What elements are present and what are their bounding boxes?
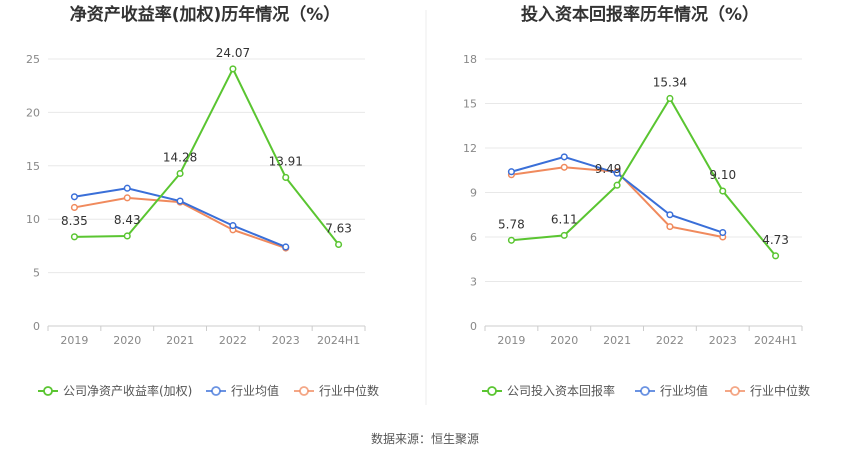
data-point[interactable] <box>70 193 78 201</box>
data-point[interactable] <box>282 173 290 181</box>
data-point[interactable] <box>229 222 237 230</box>
legend-label: 公司净资产收益率(加权) <box>63 383 192 398</box>
legend-swatch-marker <box>299 386 309 396</box>
data-label: 9.10 <box>709 168 736 182</box>
data-point[interactable] <box>560 153 568 161</box>
y-tick-label: 0 <box>33 320 40 333</box>
legend-item[interactable]: 行业均值 <box>635 383 708 398</box>
data-point[interactable] <box>613 169 621 177</box>
x-tick-label: 2021 <box>166 334 194 347</box>
data-point[interactable] <box>666 223 674 231</box>
series-line <box>511 96 777 257</box>
x-tick-label: 2024H1 <box>754 334 797 347</box>
data-point[interactable] <box>123 194 131 202</box>
y-tick-label: 6 <box>470 231 477 244</box>
data-label: 5.78 <box>498 217 525 231</box>
data-point[interactable] <box>613 181 621 189</box>
legend-item[interactable]: 公司投入资本回报率 <box>482 383 615 398</box>
data-label: 15.34 <box>653 75 687 89</box>
roe-chart-panel: 净资产收益率(加权)历年情况（%） 0 5 10 15 20 25 2019 2020 2021 2… <box>26 4 379 398</box>
data-label: 9.49 <box>595 162 622 176</box>
data-point[interactable] <box>335 240 343 249</box>
x-tick-label: 2019 <box>497 334 525 347</box>
data-point[interactable] <box>666 94 674 103</box>
x-tick-label: 2022 <box>656 334 684 347</box>
data-point[interactable] <box>176 169 184 178</box>
x-tick-label: 2020 <box>113 334 141 347</box>
y-tick-label: 12 <box>463 142 477 155</box>
data-label: 8.43 <box>114 213 141 227</box>
x-tick-label: 2022 <box>219 334 247 347</box>
y-tick-label: 25 <box>26 53 40 66</box>
x-tick-label: 2021 <box>603 334 631 347</box>
x-tick-label: 2020 <box>550 334 578 347</box>
legend-item[interactable]: 行业中位数 <box>294 383 379 398</box>
legend-label: 行业均值 <box>231 383 279 398</box>
data-point[interactable] <box>176 197 184 205</box>
chart-title: 投入资本回报率历年情况（%） <box>521 4 759 25</box>
y-tick-label: 10 <box>26 213 40 226</box>
legend-swatch-marker <box>640 386 650 396</box>
legend-swatch-marker <box>211 386 221 396</box>
y-tick-label: 3 <box>470 276 477 289</box>
data-point[interactable] <box>772 252 780 260</box>
legend-item[interactable]: 公司净资产收益率(加权) <box>38 383 192 398</box>
y-tick-label: 20 <box>26 106 40 119</box>
data-point[interactable] <box>123 232 131 240</box>
legend-label: 行业均值 <box>660 383 708 398</box>
series-line <box>74 66 340 246</box>
data-label: 24.07 <box>216 46 250 60</box>
data-label: 7.63 <box>325 222 352 236</box>
data-label: 13.91 <box>269 154 303 168</box>
data-label: 4.73 <box>762 233 789 247</box>
data-point[interactable] <box>507 236 515 244</box>
data-point[interactable] <box>70 203 78 212</box>
roic-chart-panel: 投入资本回报率历年情况（%） 0 3 6 9 12 15 18 2019 2020 2021 2022… <box>463 4 810 398</box>
data-point[interactable] <box>560 163 568 171</box>
y-tick-label: 0 <box>470 320 477 333</box>
x-tick-label: 2023 <box>709 334 737 347</box>
legend-swatch-marker <box>43 386 53 396</box>
chart-title: 净资产收益率(加权)历年情况（%） <box>70 4 341 25</box>
data-point[interactable] <box>70 233 78 241</box>
x-tick-label: 2019 <box>60 334 88 347</box>
series-line <box>511 166 723 238</box>
data-source-note: 数据来源：恒生聚源 <box>371 431 479 446</box>
data-point[interactable] <box>719 187 727 195</box>
data-point[interactable] <box>507 168 515 176</box>
y-tick-label: 9 <box>470 187 477 200</box>
data-point[interactable] <box>123 184 131 192</box>
data-point[interactable] <box>719 229 727 237</box>
data-point[interactable] <box>282 243 290 251</box>
y-tick-label: 18 <box>463 53 477 66</box>
legend-label: 行业中位数 <box>750 383 810 398</box>
legend-item[interactable]: 行业中位数 <box>725 383 810 398</box>
data-point[interactable] <box>229 65 237 73</box>
x-tick-label: 2023 <box>272 334 300 347</box>
legend-label: 公司投入资本回报率 <box>507 383 615 398</box>
legend-swatch-marker <box>487 386 497 396</box>
y-tick-label: 15 <box>463 98 477 111</box>
data-label: 8.35 <box>61 214 88 228</box>
legend-item[interactable]: 行业均值 <box>206 383 279 398</box>
data-point[interactable] <box>666 211 674 219</box>
legend-swatch-marker <box>730 386 740 396</box>
data-label: 6.11 <box>551 212 578 226</box>
legend-label: 行业中位数 <box>319 383 379 398</box>
data-label: 14.28 <box>163 150 197 164</box>
y-tick-label: 15 <box>26 160 40 173</box>
data-point[interactable] <box>560 231 568 239</box>
y-tick-label: 5 <box>33 267 40 280</box>
x-tick-label: 2024H1 <box>317 334 360 347</box>
